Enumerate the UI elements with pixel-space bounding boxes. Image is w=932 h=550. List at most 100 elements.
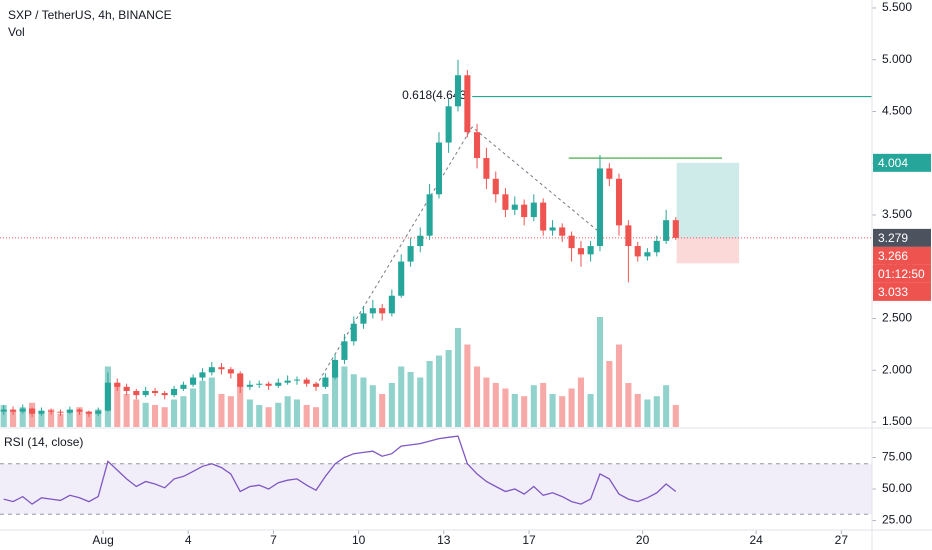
candle-body — [530, 202, 537, 218]
volume-bar — [454, 328, 462, 427]
candle-body — [161, 393, 168, 396]
volume-bar — [559, 396, 566, 427]
candle-body — [511, 204, 518, 210]
price-badge-label: 4.004 — [878, 156, 908, 170]
candle-body — [483, 158, 490, 179]
volume-bar — [663, 385, 670, 427]
candle-body — [190, 377, 197, 385]
volume-bar — [483, 377, 490, 427]
candle-body — [606, 168, 613, 179]
candle-body — [227, 369, 234, 374]
trend-line — [315, 126, 601, 387]
volume-bar — [511, 394, 518, 427]
candle-body — [275, 382, 282, 386]
volume-bar — [95, 409, 102, 427]
volume-bar — [332, 372, 339, 427]
volume-bar — [360, 377, 367, 427]
rsi-line — [3, 435, 677, 505]
candle-body — [663, 220, 670, 241]
volume-bar — [492, 383, 499, 427]
volume-bar — [549, 394, 556, 427]
volume-bar — [275, 402, 282, 427]
volume-bar — [445, 350, 452, 427]
volume-bar — [85, 411, 92, 427]
fib-label: 0.618(4.643) — [402, 88, 470, 102]
candle-body — [596, 168, 604, 247]
volume-bar — [10, 410, 17, 427]
volume-bar — [76, 407, 83, 427]
candle-body — [284, 380, 291, 383]
candle-body — [114, 382, 121, 387]
price-badge — [873, 264, 931, 283]
candle-body — [208, 367, 215, 373]
candle-body — [303, 379, 310, 384]
x-tick-label: 20 — [636, 533, 650, 547]
candle-body — [66, 409, 73, 413]
y-tick-label: 5.000 — [882, 52, 912, 66]
rsi-tick-label: 25.00 — [882, 513, 912, 527]
rsi-title: RSI (14, close) — [4, 435, 83, 449]
candle-body — [634, 246, 641, 257]
volume-bar — [672, 405, 679, 427]
x-tick-label: 7 — [270, 533, 277, 547]
candle-body — [417, 235, 424, 247]
candle-body — [577, 248, 585, 255]
volume-bar — [66, 410, 73, 427]
candle-body — [38, 410, 45, 414]
volume-bar — [653, 396, 660, 427]
price-badge — [873, 228, 931, 247]
candle-body — [246, 384, 253, 387]
volume-bar — [293, 399, 301, 427]
candle-body — [151, 390, 159, 394]
candle-body — [492, 178, 499, 195]
volume-bar — [237, 383, 244, 427]
candle-body — [171, 388, 178, 396]
candle-body — [379, 308, 386, 314]
volume-bar — [502, 388, 509, 427]
volume-bar — [180, 396, 187, 427]
volume-bar — [521, 396, 528, 427]
candle-body — [237, 373, 244, 387]
candle-body — [19, 408, 26, 412]
volume-bar — [208, 377, 215, 427]
volume-label: Vol — [8, 25, 25, 39]
volume-bar — [0, 405, 7, 427]
volume-bar — [426, 361, 433, 427]
position-target-zone — [676, 162, 740, 238]
candle-body — [332, 359, 339, 378]
candle-body — [568, 235, 575, 249]
price-badge-label: 3.033 — [878, 285, 908, 299]
candle-body — [398, 261, 405, 296]
volume-bar — [379, 394, 386, 427]
volume-bar — [435, 355, 443, 427]
x-tick-label: Aug — [92, 533, 113, 547]
volume-bar — [190, 388, 197, 427]
volume-bar — [540, 383, 547, 427]
volume-bar — [48, 409, 55, 427]
candle-body — [521, 204, 528, 218]
candle-body — [587, 246, 594, 255]
volume-bar — [151, 405, 159, 427]
candle-body — [104, 382, 111, 411]
volume-bar — [417, 377, 424, 427]
candle-body — [76, 409, 83, 412]
volume-bar — [625, 383, 632, 427]
candle-body — [180, 384, 187, 389]
x-tick-label: 4 — [185, 533, 192, 547]
x-tick-label: 10 — [352, 533, 366, 547]
volume-bar — [256, 405, 263, 427]
volume-bar — [199, 380, 206, 427]
volume-bar — [57, 413, 64, 427]
candle-body — [57, 411, 64, 413]
volume-bar — [398, 366, 405, 427]
volume-bar — [568, 388, 575, 427]
rsi-tick-label: 75.00 — [882, 450, 912, 464]
candle-body — [445, 106, 452, 143]
volume-bar — [227, 396, 234, 427]
candle-body — [360, 313, 367, 324]
volume-bar — [312, 407, 320, 427]
candle-body — [464, 75, 471, 133]
chart-title: SXP / TetherUS, 4h, BINANCE — [8, 8, 172, 22]
x-tick-label: 17 — [522, 533, 536, 547]
